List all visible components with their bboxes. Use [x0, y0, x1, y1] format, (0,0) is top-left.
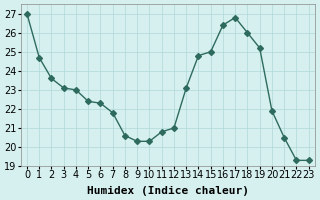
X-axis label: Humidex (Indice chaleur): Humidex (Indice chaleur) — [87, 186, 249, 196]
